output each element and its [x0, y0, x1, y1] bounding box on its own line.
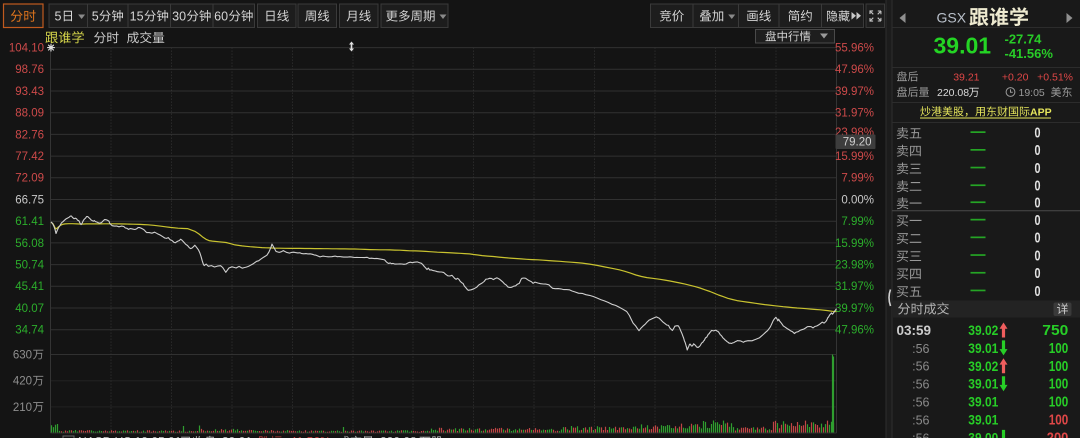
- svg-text:-41.56%: -41.56%: [1005, 46, 1054, 61]
- svg-text:77.42: 77.42: [15, 151, 44, 163]
- svg-text:0: 0: [1035, 265, 1041, 282]
- svg-text:220.08: 220.08: [380, 435, 417, 438]
- svg-text:39.01: 39.01: [968, 340, 998, 356]
- svg-text:0.00%: 0.00%: [841, 194, 874, 206]
- svg-text:0: 0: [1035, 178, 1041, 195]
- svg-text:39.01: 39.01: [968, 412, 998, 428]
- svg-text:15.99%: 15.99%: [835, 151, 874, 163]
- svg-text:+0.51%: +0.51%: [1037, 72, 1073, 84]
- svg-text:34.74: 34.74: [15, 325, 44, 337]
- svg-text:0: 0: [1035, 230, 1041, 247]
- svg-text:56.08: 56.08: [15, 238, 44, 250]
- svg-text::56: :56: [912, 413, 929, 427]
- svg-text:7.99%: 7.99%: [841, 173, 874, 185]
- svg-text:7.99%: 7.99%: [841, 216, 874, 228]
- svg-text:31.97%: 31.97%: [835, 108, 874, 120]
- svg-text:55.96%: 55.96%: [835, 43, 874, 55]
- svg-text:40.07: 40.07: [15, 303, 44, 315]
- svg-text:66.75: 66.75: [15, 194, 44, 206]
- svg-text:47.96%: 47.96%: [835, 325, 874, 337]
- svg-text:100: 100: [1049, 341, 1069, 357]
- svg-text:03:59: 03:59: [897, 323, 932, 338]
- svg-text:5: 5: [92, 10, 99, 24]
- svg-text::56: :56: [912, 342, 929, 356]
- svg-text:104.10: 104.10: [9, 43, 44, 55]
- svg-text:50.74: 50.74: [15, 260, 44, 272]
- svg-text:39.01: 39.01: [968, 394, 998, 410]
- svg-text:210: 210: [13, 402, 32, 414]
- svg-text:39.01: 39.01: [222, 435, 252, 438]
- svg-text:39.00: 39.00: [968, 429, 998, 438]
- svg-text:100: 100: [1049, 395, 1069, 411]
- svg-text::56: :56: [912, 396, 929, 410]
- svg-text:-41.56%: -41.56%: [286, 435, 331, 438]
- svg-text:39.02: 39.02: [968, 358, 998, 374]
- svg-text:39.01: 39.01: [968, 376, 998, 392]
- svg-text:200: 200: [1047, 430, 1069, 438]
- svg-text::56: :56: [912, 378, 929, 392]
- svg-text:39.97%: 39.97%: [835, 86, 874, 98]
- svg-text:31.97%: 31.97%: [835, 281, 874, 293]
- svg-text:98.76: 98.76: [15, 64, 44, 76]
- svg-text:0: 0: [1035, 125, 1041, 142]
- svg-text:5: 5: [54, 10, 61, 24]
- svg-text:47.96%: 47.96%: [835, 64, 874, 76]
- svg-text:0: 0: [1035, 195, 1041, 212]
- svg-text:420: 420: [13, 376, 32, 388]
- svg-text:39.02: 39.02: [968, 322, 998, 338]
- svg-text:220.08: 220.08: [937, 87, 969, 99]
- svg-text:100: 100: [1049, 377, 1069, 393]
- svg-text:82.76: 82.76: [15, 129, 44, 141]
- svg-text:+0.20: +0.20: [1002, 72, 1029, 84]
- svg-text:39.97%: 39.97%: [835, 303, 874, 315]
- svg-text:0: 0: [1035, 160, 1041, 177]
- svg-text:61.41: 61.41: [15, 216, 44, 228]
- svg-text:23.98%: 23.98%: [835, 260, 874, 272]
- svg-text:APP: APP: [1030, 107, 1052, 119]
- svg-text:79.20: 79.20: [843, 137, 872, 149]
- svg-text:60: 60: [214, 10, 228, 24]
- svg-text:0: 0: [1035, 283, 1041, 300]
- svg-text:30: 30: [172, 10, 186, 24]
- svg-text:72.09: 72.09: [15, 173, 44, 185]
- svg-text:45.41: 45.41: [15, 281, 44, 293]
- svg-text:15.99%: 15.99%: [835, 238, 874, 250]
- svg-text:630: 630: [13, 349, 32, 361]
- svg-text:750: 750: [1042, 323, 1068, 339]
- svg-text:100: 100: [1049, 413, 1069, 429]
- svg-text::56: :56: [912, 431, 929, 438]
- svg-text:100: 100: [1049, 359, 1069, 375]
- svg-text:39.21: 39.21: [953, 72, 979, 84]
- svg-text:39.01: 39.01: [934, 33, 992, 59]
- svg-text:15: 15: [130, 10, 144, 24]
- svg-text:93.43: 93.43: [15, 86, 44, 98]
- svg-text:0: 0: [1035, 247, 1041, 264]
- svg-text::56: :56: [912, 360, 929, 374]
- svg-text:0: 0: [1035, 142, 1041, 159]
- svg-text:GSX: GSX: [937, 9, 967, 25]
- svg-text:-27.74: -27.74: [1005, 32, 1043, 47]
- svg-text:0: 0: [1035, 212, 1041, 229]
- svg-text:88.09: 88.09: [15, 108, 44, 120]
- svg-text:19:05: 19:05: [1019, 87, 1045, 99]
- svg-text:NASD.US 19:05:01: NASD.US 19:05:01: [78, 435, 182, 438]
